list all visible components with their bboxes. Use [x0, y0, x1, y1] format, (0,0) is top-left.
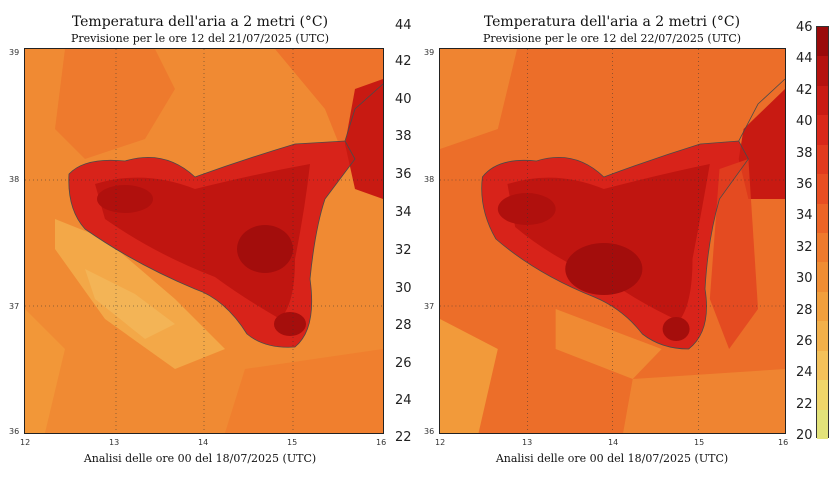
colorbar-label: 30 — [796, 271, 813, 287]
colorbar-label: 42 — [796, 82, 813, 98]
panel-title: Temperatura dell'aria a 2 metri (°C) — [71, 14, 329, 30]
sicily-temperature-map — [440, 49, 785, 433]
x-tick: 15 — [287, 438, 298, 447]
colorbar-segment — [817, 56, 828, 87]
colorbar-segment — [817, 27, 828, 57]
colorbar-label: 26 — [796, 334, 813, 349]
colorbar-label: 36 — [796, 177, 813, 192]
colorbar-label: 46 — [796, 20, 813, 35]
y-tick: 38 — [9, 175, 20, 184]
colorbar-label: 24 — [796, 365, 813, 381]
x-tick: 12 — [20, 438, 31, 447]
colorbar-segment — [817, 380, 828, 411]
scale-label: 26 — [395, 356, 412, 371]
colorbar-label: 32 — [796, 239, 813, 255]
panel-subtitle: Previsione per le ore 12 del 21/07/2025 … — [70, 32, 330, 45]
y-tick: 36 — [424, 427, 435, 436]
colorbar-segment — [817, 233, 828, 263]
scale-label: 24 — [395, 393, 412, 408]
x-tick: 16 — [778, 438, 789, 447]
scale-label: 34 — [395, 205, 412, 220]
map-panel-right: Temperatura dell'aria a 2 metri (°C) Pre… — [412, 0, 812, 487]
scale-label: 32 — [395, 243, 412, 258]
colorbar-segment — [817, 262, 828, 293]
temperature-colorbar — [816, 26, 829, 440]
colorbar-segment — [817, 291, 828, 322]
colorbar-segment — [817, 144, 828, 175]
x-tick: 14 — [608, 438, 619, 447]
x-tick: 15 — [694, 438, 705, 447]
x-tick: 14 — [198, 438, 209, 447]
colorbar-label: 40 — [796, 114, 813, 130]
y-tick: 36 — [9, 427, 20, 436]
x-tick: 13 — [109, 438, 120, 447]
panel-subtitle: Previsione per le ore 12 del 22/07/2025 … — [482, 32, 742, 45]
scale-label: 22 — [395, 430, 412, 445]
x-tick: 12 — [435, 438, 446, 447]
y-tick: 37 — [424, 302, 435, 311]
x-tick: 16 — [376, 438, 387, 447]
scale-label: 36 — [395, 167, 412, 182]
scale-label: 38 — [395, 129, 412, 144]
colorbar-label: 44 — [796, 51, 813, 67]
temperature-map — [24, 48, 384, 434]
colorbar-segment — [817, 350, 828, 381]
y-tick: 39 — [424, 48, 435, 57]
panel-footer: Analisi delle ore 00 del 18/07/2025 (UTC… — [83, 452, 317, 465]
sicily-temperature-map — [25, 49, 383, 433]
panel-footer: Analisi delle ore 00 del 18/07/2025 (UTC… — [495, 452, 729, 465]
colorbar-label: 20 — [796, 428, 813, 444]
scale-label: 40 — [395, 92, 412, 107]
scale-label: 42 — [395, 54, 412, 69]
colorbar-segment — [817, 409, 828, 440]
y-tick: 39 — [9, 48, 20, 57]
colorbar-label: 38 — [796, 145, 813, 161]
colorbar-segment — [817, 321, 828, 352]
temperature-map — [439, 48, 786, 434]
x-tick: 13 — [522, 438, 533, 447]
map-panel-left: Temperatura dell'aria a 2 metri (°C) Pre… — [0, 0, 400, 487]
colorbar-label: 22 — [796, 396, 813, 412]
scale-label: 44 — [395, 18, 412, 33]
colorbar-segment — [817, 85, 828, 116]
colorbar-segment — [817, 115, 828, 146]
colorbar-segment — [817, 203, 828, 234]
scale-label: 30 — [395, 281, 412, 296]
colorbar-label: 34 — [796, 208, 813, 224]
y-tick: 37 — [9, 302, 20, 311]
panel-title: Temperatura dell'aria a 2 metri (°C) — [483, 14, 741, 30]
colorbar-label: 28 — [796, 302, 813, 318]
colorbar-segment — [817, 174, 828, 205]
scale-label: 28 — [395, 318, 412, 333]
y-tick: 38 — [424, 175, 435, 184]
